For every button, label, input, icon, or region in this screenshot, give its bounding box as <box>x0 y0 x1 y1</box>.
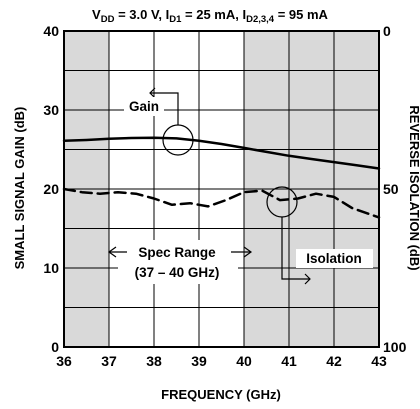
series-gain-line <box>62 136 381 170</box>
isolation-leader <box>281 217 310 280</box>
x-tick-label: 42 <box>326 353 342 369</box>
spec-range-label: Spec Range <box>138 245 216 260</box>
x-tick-label: 37 <box>101 353 117 369</box>
isolation-label: Isolation <box>306 251 362 266</box>
isolation-arrow-head <box>304 273 311 285</box>
y2-tick-label: 100 <box>383 339 407 355</box>
y2-axis-label: REVERSE ISOLATION (dB) <box>407 105 420 270</box>
gain-label-bg <box>124 97 164 116</box>
spec-range-arrow-left <box>107 246 117 258</box>
chart-title: VDD = 3.0 V, ID1 = 25 mA, ID2,3,4 = 95 m… <box>92 7 328 25</box>
x-tick-label: 40 <box>236 353 252 369</box>
series-lines <box>62 136 381 219</box>
gain-arrow-head <box>149 87 156 99</box>
x-tick-label: 43 <box>371 353 387 369</box>
y-tick-label: 30 <box>43 102 59 118</box>
annotations: Gain Isolation Spec Range (37 – 40 GHz) <box>107 87 373 285</box>
y2-tick-label: 0 <box>383 23 391 39</box>
y-tick-label: 0 <box>51 339 59 355</box>
isolation-label-bg <box>296 249 373 268</box>
x-axis-label: FREQUENCY (GHz) <box>161 387 281 402</box>
spec-range-label-bg <box>127 243 231 261</box>
y2-tick-label: 50 <box>383 181 399 197</box>
tick-labels: 36 37 38 39 40 41 42 43 0 10 20 30 40 100 50 0 <box>43 23 406 369</box>
y-tick-label: 10 <box>43 260 59 276</box>
y-tick-label: 40 <box>43 23 59 39</box>
x-tick-label: 41 <box>281 353 297 369</box>
x-tick-label: 38 <box>146 353 162 369</box>
series-isolation-line <box>62 187 381 219</box>
y-axis-label: SMALL SIGNAL GAIN (dB) <box>12 107 27 270</box>
gain-leader <box>150 92 179 125</box>
spec-range-sublabel: (37 – 40 GHz) <box>135 265 220 280</box>
y-tick-label: 20 <box>43 181 59 197</box>
gain-label: Gain <box>129 99 159 114</box>
spec-range-arrow-right <box>243 246 253 258</box>
x-tick-label: 39 <box>191 353 207 369</box>
x-tick-label: 36 <box>56 353 72 369</box>
